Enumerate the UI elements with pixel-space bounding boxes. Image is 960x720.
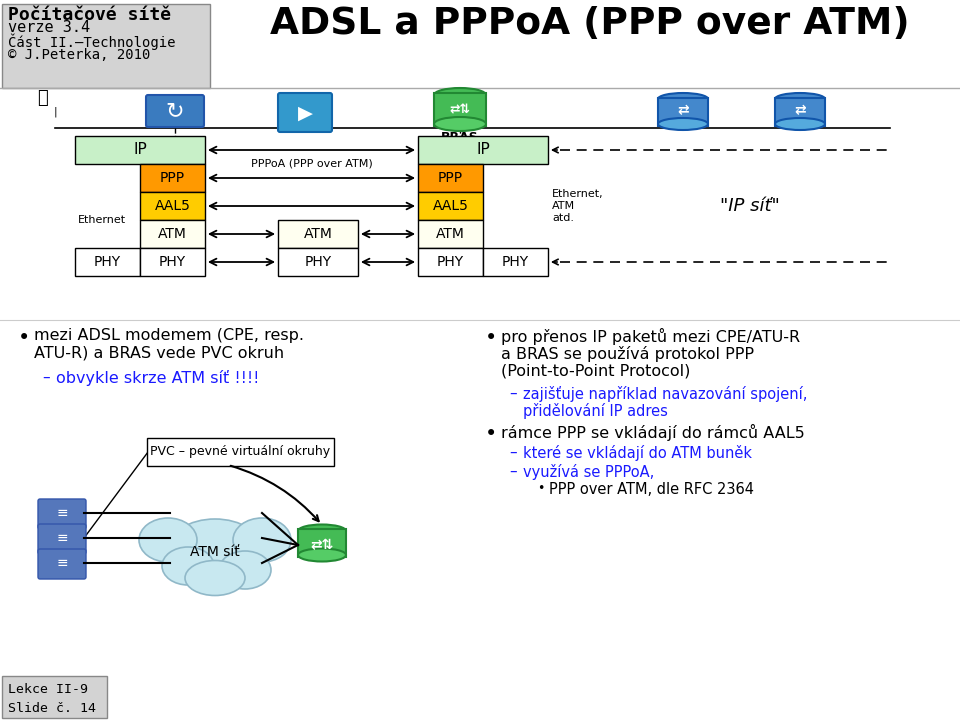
- Text: •: •: [18, 328, 31, 348]
- Text: verze 3.4: verze 3.4: [8, 20, 90, 35]
- Ellipse shape: [185, 560, 245, 595]
- Text: ATU-R) a BRAS vede PVC okruh: ATU-R) a BRAS vede PVC okruh: [34, 346, 284, 361]
- FancyBboxPatch shape: [147, 438, 334, 466]
- Text: ▶: ▶: [298, 104, 313, 122]
- Text: Slide č. 14: Slide č. 14: [8, 702, 96, 715]
- Text: Část II.–Technologie: Část II.–Technologie: [8, 34, 176, 50]
- Text: PPP: PPP: [160, 171, 185, 185]
- Text: Počítačové sítě: Počítačové sítě: [8, 6, 171, 24]
- Text: ATM: ATM: [436, 227, 465, 241]
- FancyBboxPatch shape: [140, 220, 205, 248]
- Text: –: –: [509, 464, 516, 479]
- Text: ⇄⇅: ⇄⇅: [449, 104, 470, 117]
- Text: a BRAS se používá protokol PPP: a BRAS se používá protokol PPP: [501, 346, 754, 362]
- Text: ATM: ATM: [303, 227, 332, 241]
- Text: PHY: PHY: [502, 255, 529, 269]
- Text: •: •: [485, 424, 497, 444]
- Text: AAL5: AAL5: [155, 199, 190, 213]
- Text: PHY: PHY: [159, 255, 186, 269]
- Text: ≡: ≡: [57, 506, 68, 520]
- FancyBboxPatch shape: [38, 549, 86, 579]
- Text: PPP: PPP: [438, 171, 463, 185]
- FancyBboxPatch shape: [146, 95, 204, 127]
- Text: které se vkládají do ATM buněk: které se vkládají do ATM buněk: [523, 445, 752, 461]
- Text: •: •: [485, 328, 497, 348]
- Text: ⇄: ⇄: [794, 103, 805, 117]
- FancyBboxPatch shape: [418, 136, 548, 164]
- Text: |: |: [53, 107, 57, 117]
- Text: –: –: [42, 370, 50, 385]
- Text: •: •: [537, 482, 544, 495]
- FancyBboxPatch shape: [75, 136, 205, 164]
- Text: –: –: [509, 386, 516, 401]
- Text: PPP over ATM, dle RFC 2364: PPP over ATM, dle RFC 2364: [549, 482, 754, 497]
- Text: PPPoA (PPP over ATM): PPPoA (PPP over ATM): [251, 158, 372, 168]
- FancyBboxPatch shape: [140, 248, 205, 276]
- Text: IP: IP: [476, 143, 490, 158]
- FancyBboxPatch shape: [38, 499, 86, 529]
- FancyBboxPatch shape: [418, 192, 483, 220]
- FancyBboxPatch shape: [658, 98, 708, 126]
- Text: ⇄⇅: ⇄⇅: [310, 538, 334, 552]
- Text: 💻: 💻: [37, 89, 48, 107]
- FancyBboxPatch shape: [434, 93, 486, 126]
- Text: přidělování IP adres: přidělování IP adres: [523, 403, 668, 419]
- Ellipse shape: [658, 93, 708, 105]
- FancyBboxPatch shape: [75, 248, 140, 276]
- Text: Ethernet: Ethernet: [78, 215, 126, 225]
- FancyBboxPatch shape: [278, 220, 358, 248]
- Text: rámce PPP se vkládají do rámců AAL5: rámce PPP se vkládají do rámců AAL5: [501, 424, 804, 441]
- Ellipse shape: [775, 93, 825, 105]
- Ellipse shape: [219, 551, 271, 589]
- Text: ≡: ≡: [57, 531, 68, 545]
- FancyBboxPatch shape: [140, 164, 205, 192]
- Text: AAL5: AAL5: [433, 199, 468, 213]
- Text: PHY: PHY: [304, 255, 331, 269]
- Ellipse shape: [434, 88, 486, 102]
- FancyBboxPatch shape: [418, 220, 483, 248]
- Text: využívá se PPPoA,: využívá se PPPoA,: [523, 464, 655, 480]
- Text: –: –: [509, 445, 516, 460]
- Text: ≡: ≡: [57, 556, 68, 570]
- Text: ⇄: ⇄: [677, 103, 689, 117]
- Text: ADSL a PPPoA (PPP over ATM): ADSL a PPPoA (PPP over ATM): [270, 6, 910, 42]
- FancyBboxPatch shape: [2, 4, 210, 88]
- Text: ATM síť: ATM síť: [190, 545, 240, 559]
- FancyBboxPatch shape: [298, 529, 346, 557]
- Ellipse shape: [434, 117, 486, 131]
- Text: BRAS: BRAS: [442, 131, 479, 144]
- Text: Lekce II-9: Lekce II-9: [8, 683, 88, 696]
- Ellipse shape: [139, 518, 197, 562]
- FancyBboxPatch shape: [278, 93, 332, 132]
- Text: PVC – pevné virtuální okruhy: PVC – pevné virtuální okruhy: [150, 446, 330, 459]
- Text: © J.Peterka, 2010: © J.Peterka, 2010: [8, 48, 151, 62]
- Text: IP: IP: [133, 143, 147, 158]
- FancyBboxPatch shape: [418, 248, 483, 276]
- FancyBboxPatch shape: [483, 248, 548, 276]
- FancyBboxPatch shape: [775, 98, 825, 126]
- Text: zajišťuje například navazování spojení,: zajišťuje například navazování spojení,: [523, 386, 807, 402]
- Ellipse shape: [658, 118, 708, 130]
- Text: ↻: ↻: [166, 101, 184, 121]
- Text: PHY: PHY: [437, 255, 464, 269]
- Ellipse shape: [775, 118, 825, 130]
- FancyBboxPatch shape: [418, 164, 483, 192]
- Text: mezi ADSL modemem (CPE, resp.: mezi ADSL modemem (CPE, resp.: [34, 328, 304, 343]
- Ellipse shape: [162, 547, 214, 585]
- Text: obvykle skrze ATM síť !!!!: obvykle skrze ATM síť !!!!: [56, 370, 259, 386]
- Ellipse shape: [298, 549, 346, 562]
- Ellipse shape: [167, 519, 262, 581]
- Ellipse shape: [298, 524, 346, 538]
- Text: (Point-to-Point Protocol): (Point-to-Point Protocol): [501, 364, 690, 379]
- FancyBboxPatch shape: [140, 192, 205, 220]
- Text: "IP síť": "IP síť": [720, 197, 780, 215]
- Text: ATM: ATM: [158, 227, 187, 241]
- FancyBboxPatch shape: [2, 676, 107, 718]
- Text: pro přenos IP paketů mezi CPE/ATU-R: pro přenos IP paketů mezi CPE/ATU-R: [501, 328, 800, 345]
- FancyBboxPatch shape: [278, 248, 358, 276]
- FancyBboxPatch shape: [38, 524, 86, 554]
- Ellipse shape: [233, 518, 291, 562]
- Text: Ethernet,
ATM
atd.: Ethernet, ATM atd.: [552, 189, 604, 222]
- Text: PHY: PHY: [94, 255, 121, 269]
